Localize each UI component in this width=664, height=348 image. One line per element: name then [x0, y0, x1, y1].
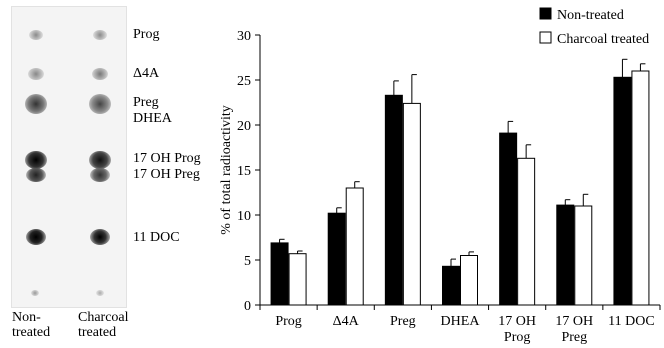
spot-lane2-origin — [96, 290, 104, 296]
x-tick-label: 17 OH Prog — [498, 314, 536, 345]
spot-lane1-17ohpreg — [26, 168, 46, 182]
y-tick-label: 5 — [244, 254, 251, 269]
y-tick-label: 25 — [237, 74, 251, 89]
x-tick-label: Prog — [275, 314, 301, 329]
y-tick-label: 10 — [237, 209, 251, 224]
y-tick-label: 0 — [244, 299, 251, 314]
bar-non-treated — [442, 265, 460, 306]
spot-lane2-17ohpreg — [90, 168, 110, 182]
spot-lane1-11doc — [26, 229, 46, 245]
y-tick-label: 20 — [237, 119, 251, 134]
spot-lane1-17ohprog — [25, 151, 47, 169]
lane-label-charcoal-treated: Charcoal treated — [78, 310, 129, 340]
tlc-label-d4a: Δ4A — [133, 66, 160, 81]
chart-legend: Non-treated Charcoal treated — [539, 7, 649, 47]
tlc-label-17ohpreg: 17 OH Preg — [133, 167, 200, 182]
tlc-label-11doc: 11 DOC — [133, 230, 180, 245]
bar-charcoal-treated — [631, 70, 650, 306]
legend-swatch — [539, 31, 552, 44]
spot-lane1-prog — [29, 30, 43, 40]
tlc-label-17ohprog: 17 OH Prog — [133, 151, 201, 166]
legend-swatch — [539, 7, 552, 20]
spot-lane1-preg-dhea — [25, 94, 47, 114]
tlc-plate — [11, 6, 127, 308]
tlc-label-prog: Prog — [133, 27, 160, 42]
legend-label: Non-treated — [557, 8, 624, 23]
bar-charcoal-treated — [345, 187, 364, 306]
spot-lane1-d4a — [28, 68, 44, 80]
bar-non-treated — [384, 94, 403, 306]
x-tick-label: 11 DOC — [608, 314, 655, 329]
bar-charcoal-treated — [574, 205, 593, 306]
bar-charcoal-treated — [460, 255, 478, 306]
tlc-label-dhea: DHEA — [133, 111, 172, 126]
bar-chart: 0 5 10 15 20 25 30 Prog Δ4A Preg DHEA 17 OH Prog 17 O… — [219, 7, 661, 345]
tlc-panel: Prog Δ4A Preg DHEA 17 OH Prog 17 OH Preg… — [0, 0, 240, 348]
y-tick-label: 30 — [237, 29, 251, 44]
chart-bars — [270, 58, 650, 306]
spot-lane2-preg-dhea — [89, 94, 111, 114]
bar-charcoal-treated — [517, 157, 536, 306]
bar-non-treated — [556, 204, 575, 306]
bar-charcoal-treated — [402, 102, 421, 306]
x-tick-label: Preg — [390, 314, 416, 329]
spot-lane2-11doc — [90, 229, 110, 245]
y-axis-label: % of total radioactivity — [219, 105, 234, 234]
x-tick-label: Δ4A — [333, 314, 360, 329]
bar-non-treated — [613, 76, 632, 306]
x-tick-label: 17 OH Preg — [555, 314, 593, 345]
chart-axes: 0 5 10 15 20 25 30 Prog Δ4A Preg DHEA 17 OH Prog 17 O… — [237, 29, 661, 345]
legend-label: Charcoal treated — [557, 32, 649, 47]
lane-label-non-treated: Non- treated — [12, 310, 51, 340]
bar-charcoal-treated — [288, 253, 307, 306]
bar-non-treated — [270, 242, 289, 306]
x-tick-label: DHEA — [441, 314, 481, 329]
spot-lane1-origin — [31, 290, 39, 296]
spot-lane2-17ohprog — [89, 151, 111, 169]
y-tick-label: 15 — [237, 164, 251, 179]
tlc-label-preg: Preg — [133, 95, 159, 110]
spot-lane2-prog — [93, 30, 107, 40]
bar-non-treated — [327, 212, 346, 306]
spot-lane2-d4a — [92, 68, 108, 80]
bar-non-treated — [499, 132, 518, 306]
